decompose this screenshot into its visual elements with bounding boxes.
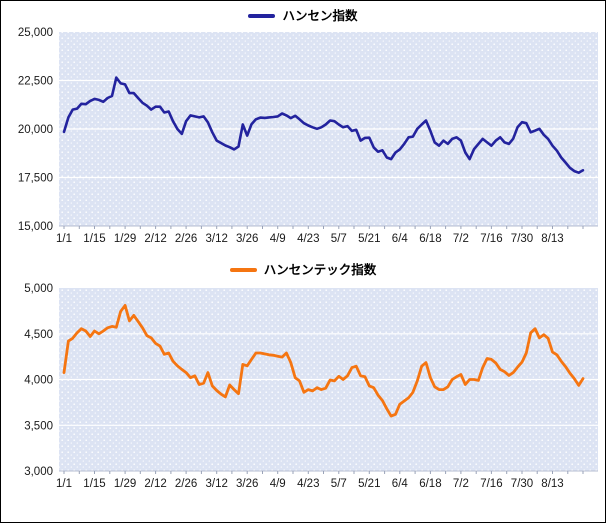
x-tick-label: 7/2 xyxy=(453,478,469,490)
y-tick-label: 3,000 xyxy=(24,466,53,478)
y-tick-label: 5,000 xyxy=(24,283,53,295)
x-tick-label: 1/15 xyxy=(83,478,105,490)
x-tick-label: 7/30 xyxy=(511,478,533,490)
hstech-series-line xyxy=(62,303,585,418)
y-tick-label: 25,000 xyxy=(18,27,53,39)
x-tick-label: 2/26 xyxy=(175,233,197,245)
x-tick-label: 3/12 xyxy=(206,478,228,490)
x-tick-label: 5/7 xyxy=(331,233,347,245)
x-tick-label: 4/9 xyxy=(270,478,286,490)
y-tick-label: 4,000 xyxy=(24,375,53,387)
x-tick-label: 8/13 xyxy=(541,478,563,490)
x-tick-label: 1/1 xyxy=(56,478,72,490)
x-tick-label: 3/26 xyxy=(236,233,258,245)
y-tick-label: 15,000 xyxy=(18,221,53,233)
y-tick-label: 3,500 xyxy=(24,420,53,432)
x-tick-label: 4/9 xyxy=(270,233,286,245)
y-tick-label: 22,500 xyxy=(18,76,53,88)
x-tick-label: 3/26 xyxy=(236,478,258,490)
x-tick-label: 1/15 xyxy=(83,233,105,245)
x-tick-label: 5/21 xyxy=(358,233,380,245)
x-tick-label: 1/1 xyxy=(56,233,72,245)
x-tick-label: 6/18 xyxy=(419,478,441,490)
x-tick-label: 6/4 xyxy=(392,233,409,245)
x-tick-label: 2/26 xyxy=(175,478,197,490)
x-tick-label: 4/23 xyxy=(297,478,319,490)
x-tick-label: 1/29 xyxy=(114,233,136,245)
x-tick-label: 5/21 xyxy=(358,478,380,490)
x-tick-label: 2/12 xyxy=(144,478,166,490)
x-tick-label: 2/12 xyxy=(144,233,166,245)
y-tick-label: 4,500 xyxy=(24,329,53,341)
x-tick-label: 1/29 xyxy=(114,478,136,490)
y-tick-label: 20,000 xyxy=(18,124,53,136)
x-tick-label: 3/12 xyxy=(206,233,228,245)
x-tick-label: 4/23 xyxy=(297,233,319,245)
x-tick-label: 6/18 xyxy=(419,233,441,245)
x-tick-label: 7/16 xyxy=(480,478,502,490)
x-tick-label: 6/4 xyxy=(392,478,409,490)
x-tick-label: 5/7 xyxy=(331,478,347,490)
x-tick-label: 8/13 xyxy=(541,233,563,245)
hsi-series-line xyxy=(62,76,585,174)
x-tick-label: 7/2 xyxy=(453,233,469,245)
x-tick-label: 7/30 xyxy=(511,233,533,245)
y-tick-label: 17,500 xyxy=(18,173,53,185)
x-tick-label: 7/16 xyxy=(480,233,502,245)
